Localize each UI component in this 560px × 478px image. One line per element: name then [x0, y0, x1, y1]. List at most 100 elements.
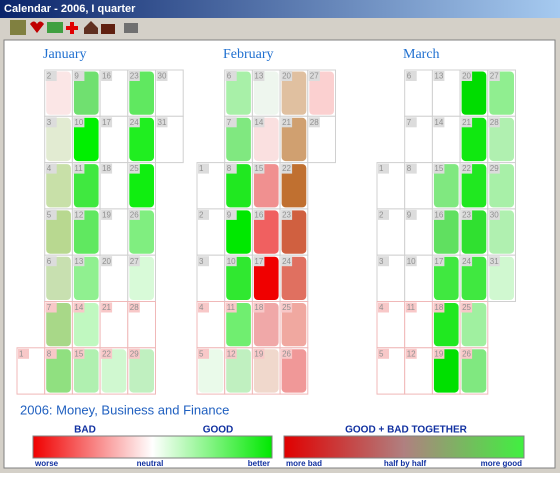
day-label-box	[225, 302, 237, 313]
day-number: 22	[102, 349, 111, 358]
day-number: 27	[130, 257, 139, 266]
day-number: 13	[434, 72, 443, 81]
day-fill	[198, 349, 224, 393]
day-number: 20	[102, 257, 111, 266]
day-label-box	[461, 163, 473, 174]
day-number: 8	[407, 164, 412, 173]
day-fill	[253, 256, 279, 300]
day-number: 5	[199, 349, 204, 358]
day-number: 19	[102, 211, 111, 220]
day-fill	[433, 349, 459, 393]
day-label-box	[281, 209, 293, 220]
day-label-box	[281, 348, 293, 359]
day-number: 16	[434, 211, 443, 220]
day-label-box	[378, 256, 389, 267]
day-number: 9	[407, 211, 412, 220]
tool-icon[interactable]	[30, 21, 44, 34]
day-fill	[129, 71, 154, 115]
day-fill	[461, 256, 487, 300]
day-fill	[433, 303, 459, 347]
day-fill	[433, 256, 459, 300]
day-label-box	[378, 348, 389, 359]
legend-label: BAD	[74, 425, 96, 436]
day-fill	[461, 303, 487, 347]
day-label-box	[198, 256, 209, 267]
day-label-box	[45, 209, 57, 220]
tool-icon[interactable]	[10, 20, 26, 35]
day-fill	[73, 303, 99, 347]
day-number: 30	[158, 72, 167, 81]
day-label-box	[281, 71, 293, 81]
day-fill	[253, 303, 279, 347]
day-label-box	[378, 163, 389, 174]
title-bar	[0, 0, 560, 18]
day-number: 22	[282, 164, 291, 173]
day-label-box	[45, 256, 57, 267]
day-label-box	[488, 117, 500, 128]
day-label-box	[461, 71, 473, 81]
day-label-box	[461, 348, 473, 359]
day-fill	[461, 71, 487, 115]
day-label-box	[488, 209, 500, 220]
day-number: 25	[130, 164, 139, 173]
day-fill	[46, 256, 71, 300]
day-label-box	[405, 209, 417, 220]
day-fill	[73, 349, 99, 393]
day-number: 23	[462, 211, 471, 220]
tool-icon[interactable]	[84, 21, 98, 34]
day-fill	[226, 256, 251, 300]
day-fill	[281, 303, 307, 347]
day-label-box	[73, 117, 85, 128]
day-label-box	[101, 348, 113, 359]
day-label-box	[281, 163, 293, 174]
day-number: 29	[490, 164, 499, 173]
day-fill	[461, 164, 487, 208]
day-fill	[489, 71, 514, 115]
day-number: 1	[19, 349, 24, 358]
day-label-box	[433, 117, 445, 128]
day-number: 3	[379, 257, 384, 266]
day-number: 12	[74, 211, 83, 220]
day-number: 31	[158, 118, 167, 127]
day-label-box	[101, 71, 113, 81]
day-label-box	[73, 302, 85, 313]
day-label-box	[156, 117, 168, 128]
day-number: 23	[130, 72, 139, 81]
day-fill	[46, 164, 71, 208]
day-fill	[433, 164, 459, 208]
day-label-box	[101, 302, 113, 313]
day-number: 15	[434, 164, 443, 173]
day-fill	[226, 164, 251, 208]
day-fill	[281, 164, 307, 208]
day-label-box	[433, 348, 445, 359]
day-label-box	[128, 163, 140, 174]
day-label-box	[198, 163, 209, 174]
tool-icon[interactable]	[66, 22, 78, 34]
day-label-box	[45, 117, 57, 128]
tool-icon[interactable]	[101, 24, 115, 34]
day-label-box	[253, 209, 265, 220]
day-label-box	[433, 71, 445, 81]
day-fill	[253, 210, 279, 254]
day-label-box	[128, 117, 140, 128]
day-fill	[253, 349, 279, 393]
day-label-box	[253, 302, 265, 313]
day-fill	[101, 349, 127, 393]
day-label-box	[281, 302, 293, 313]
day-number: 10	[407, 257, 416, 266]
day-number: 2	[199, 211, 204, 220]
month-name: March	[403, 47, 440, 62]
day-number: 28	[310, 118, 319, 127]
day-fill	[281, 256, 307, 300]
day-fill	[309, 71, 334, 115]
day-number: 4	[199, 303, 204, 312]
tool-icon[interactable]	[124, 23, 138, 33]
day-number: 2	[47, 72, 52, 81]
toolbar	[10, 20, 138, 35]
day-label-box	[225, 71, 237, 81]
day-cell	[431, 69, 461, 117]
day-number: 24	[282, 257, 291, 266]
legend-label: GOOD + BAD TOGETHER	[345, 425, 468, 436]
tool-icon[interactable]	[47, 22, 63, 33]
